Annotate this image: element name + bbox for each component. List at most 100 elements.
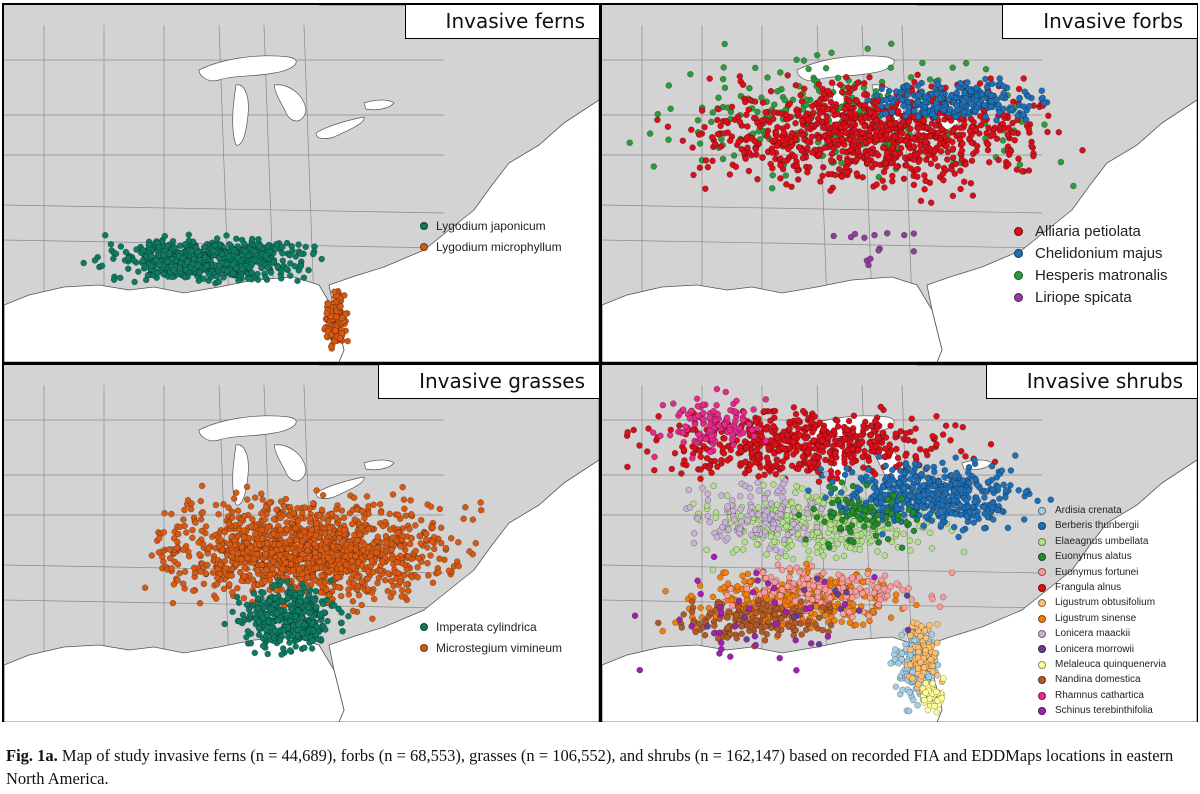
occurrence-dot [415,554,422,562]
occurrence-dot [808,103,816,110]
occurrence-dot [274,616,281,624]
occurrence-dot [388,546,395,554]
occurrence-dot [398,593,405,600]
occurrence-dot [788,462,796,470]
occurrence-dot [259,642,267,650]
occurrence-dot [406,525,413,533]
occurrence-dot [998,93,1005,101]
occurrence-dot [887,120,894,128]
occurrence-dot [932,122,939,129]
occurrence-dot [799,117,806,125]
occurrence-dot [269,565,276,573]
occurrence-dot [784,72,791,79]
occurrence-dot [665,136,672,143]
occurrence-dot [691,420,699,428]
occurrence-dot [340,514,348,522]
occurrence-dot [337,303,344,310]
occurrence-dot [820,90,827,98]
occurrence-dot [624,463,631,471]
occurrence-dot [926,529,934,537]
occurrence-dot [845,84,852,91]
occurrence-dot [166,555,174,562]
gulf-area [4,636,345,722]
occurrence-dot [278,267,285,275]
occurrence-dot [170,266,177,274]
occurrence-dot [286,536,294,544]
occurrence-dot [286,251,294,259]
occurrence-dot [277,498,285,505]
occurrence-dot [110,276,118,284]
occurrence-dot [275,541,283,548]
lake-shape [363,99,395,111]
occurrence-dot [691,444,698,452]
occurrence-dot [702,435,710,443]
occurrence-dot [287,260,294,267]
occurrence-dot [221,557,229,565]
occurrence-dot [626,139,633,147]
occurrence-dot [125,254,132,262]
occurrence-dot [345,613,352,620]
occurrence-dot [877,403,885,411]
panel-ferns: Invasive ferns Lygodium japonicum Lygodi… [4,5,599,362]
occurrence-dot [412,547,419,555]
occurrence-dot [900,175,908,183]
occurrence-dot [294,607,302,615]
occurrence-dot [370,595,378,603]
occurrence-dot [194,262,202,269]
occurrence-dot [309,250,317,258]
occurrence-dot [961,121,968,128]
occurrence-dot [147,262,155,270]
occurrence-dot [769,171,776,179]
occurrence-dot [646,130,654,137]
occurrence-dot [717,143,725,150]
occurrence-dot [804,144,811,152]
occurrence-dot [258,526,266,534]
occurrence-dot [962,161,969,168]
occurrence-dot [302,243,309,251]
occurrence-dot [789,438,797,446]
occurrence-dot [254,567,262,574]
occurrence-dot [771,101,778,108]
occurrence-dot [278,651,285,658]
occurrence-dot [921,186,928,193]
occurrence-dot [462,504,469,511]
occurrence-dot [223,267,231,275]
occurrence-dot [117,274,124,282]
occurrence-dot [694,402,702,410]
occurrence-dot [967,179,975,187]
occurrence-dot [289,567,297,574]
occurrence-dot [243,633,250,641]
occurrence-dot [949,145,957,152]
occurrence-dot [745,167,753,175]
occurrence-dot [297,598,304,605]
occurrence-dot [993,135,1001,143]
occurrence-dot [904,436,912,444]
occurrence-dot [968,139,976,147]
occurrence-dot [321,530,329,537]
occurrence-dot [817,178,824,185]
occurrence-dot [259,496,266,503]
occurrence-dot [328,510,336,518]
occurrence-dot [958,156,966,163]
occurrence-dot [771,450,778,457]
occurrence-dot [215,262,223,270]
occurrence-dot [417,540,425,547]
occurrence-dot [248,523,255,530]
occurrence-dot [820,164,827,171]
occurrence-dot [828,150,836,158]
occurrence-dot [882,159,889,167]
occurrence-dot [233,489,240,496]
occurrence-dot [80,259,87,267]
occurrence-dot [152,256,160,264]
occurrence-dot [816,150,824,158]
occurrence-dot [1004,131,1011,138]
occurrence-dot [676,422,683,429]
occurrence-dot [929,110,936,118]
occurrence-dot [170,581,178,588]
occurrence-dot [338,609,345,616]
occurrence-dot [960,548,968,556]
occurrence-dot [940,176,947,184]
occurrence-dot [205,545,213,552]
occurrence-dot [959,423,967,431]
occurrence-dot [888,40,895,48]
